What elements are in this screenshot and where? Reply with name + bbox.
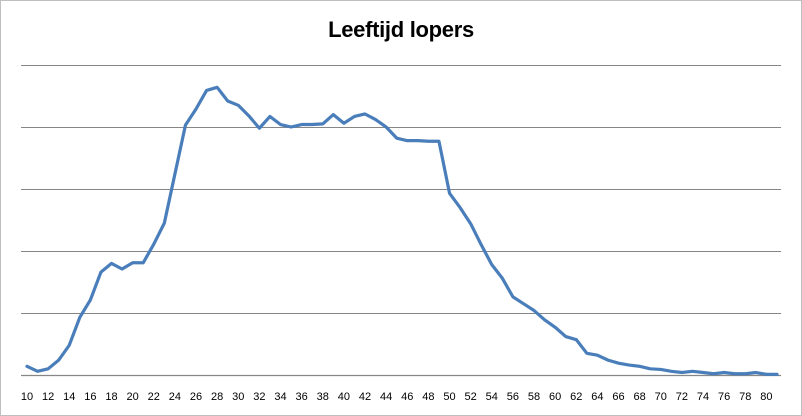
x-tick-label-56: 56 <box>507 391 519 403</box>
x-tick-label-18: 18 <box>105 391 117 403</box>
x-tick-label-34: 34 <box>274 391 286 403</box>
x-tick-label-28: 28 <box>211 391 223 403</box>
x-tick-label-80: 80 <box>760 391 772 403</box>
x-tick-label-22: 22 <box>148 391 160 403</box>
x-tick-label-68: 68 <box>634 391 646 403</box>
x-tick-label-16: 16 <box>84 391 96 403</box>
x-tick-label-74: 74 <box>697 391 709 403</box>
x-tick-label-48: 48 <box>422 391 434 403</box>
x-tick-label-12: 12 <box>42 391 54 403</box>
x-tick-label-38: 38 <box>317 391 329 403</box>
x-tick-label-78: 78 <box>739 391 751 403</box>
x-tick-label-44: 44 <box>380 391 392 403</box>
x-tick-label-62: 62 <box>570 391 582 403</box>
x-tick-label-50: 50 <box>443 391 455 403</box>
chart-title: Leeftijd lopers <box>328 17 474 42</box>
series-line-0 <box>25 85 779 376</box>
x-tick-label-46: 46 <box>401 391 413 403</box>
x-tick-label-52: 52 <box>465 391 477 403</box>
x-tick-label-76: 76 <box>718 391 730 403</box>
x-tick-label-72: 72 <box>676 391 688 403</box>
x-tick-label-66: 66 <box>612 391 624 403</box>
x-tick-label-14: 14 <box>63 391 75 403</box>
x-tick-label-42: 42 <box>359 391 371 403</box>
x-tick-label-64: 64 <box>591 391 603 403</box>
x-tick-label-36: 36 <box>296 391 308 403</box>
x-tick-label-60: 60 <box>549 391 561 403</box>
x-tick-label-10: 10 <box>21 391 33 403</box>
x-tick-label-24: 24 <box>169 391 181 403</box>
x-tick-label-30: 30 <box>232 391 244 403</box>
x-tick-label-40: 40 <box>338 391 350 403</box>
x-tick-label-70: 70 <box>655 391 667 403</box>
x-tick-label-32: 32 <box>253 391 265 403</box>
x-tick-label-58: 58 <box>528 391 540 403</box>
x-tick-label-54: 54 <box>486 391 498 403</box>
x-tick-label-26: 26 <box>190 391 202 403</box>
x-tick-label-20: 20 <box>127 391 139 403</box>
